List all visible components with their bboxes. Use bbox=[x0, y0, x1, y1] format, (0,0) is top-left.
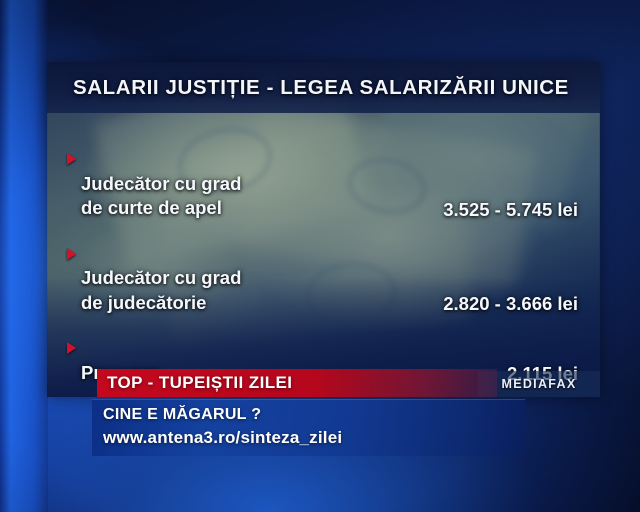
info-graphic-panel: SALARII JUSTIȚIE - LEGEA SALARIZĂRII UNI… bbox=[47, 62, 600, 397]
list-item: Judecător cu grad de judecătorie 2.820 -… bbox=[67, 242, 578, 316]
triangle-right-icon bbox=[67, 153, 76, 165]
row-label: Judecător cu grad de judecătorie bbox=[67, 242, 241, 316]
lower-third-blue-banner: CINE E MĂGARUL ? www.antena3.ro/sinteza_… bbox=[92, 399, 525, 456]
row-label: Judecător cu grad de curte de apel bbox=[67, 147, 241, 221]
row-value: 2.820 - 3.666 lei bbox=[443, 293, 578, 314]
triangle-right-icon bbox=[67, 342, 76, 354]
lower-third-subheadline: CINE E MĂGARUL ? bbox=[103, 406, 262, 423]
triangle-right-icon bbox=[67, 247, 76, 260]
list-item: Judecător cu grad de curte de apel 3.525… bbox=[67, 147, 578, 221]
page-title: SALARII JUSTIȚIE - LEGEA SALARIZĂRII UNI… bbox=[73, 75, 569, 99]
row-label-text: Judecător cu grad de judecătorie bbox=[81, 267, 242, 313]
salary-rows-list: Judecător cu grad de curte de apel 3.525… bbox=[47, 147, 600, 397]
row-value: 3.525 - 5.745 lei bbox=[443, 198, 578, 220]
mediafax-logo-text: MEDIAFAX bbox=[501, 377, 577, 391]
row-label-text: Judecător cu grad de curte de apel bbox=[81, 172, 242, 219]
panel-header: SALARII JUSTIȚIE - LEGEA SALARIZĂRII UNI… bbox=[47, 62, 600, 113]
lower-third-headline: TOP - TUPEIȘTII ZILEI bbox=[107, 373, 293, 392]
mediafax-logo: MEDIAFAX bbox=[478, 371, 600, 397]
lower-third-red-banner: TOP - TUPEIȘTII ZILEI bbox=[97, 369, 497, 397]
lower-third-website-url: www.antena3.ro/sinteza_zilei bbox=[103, 428, 343, 447]
